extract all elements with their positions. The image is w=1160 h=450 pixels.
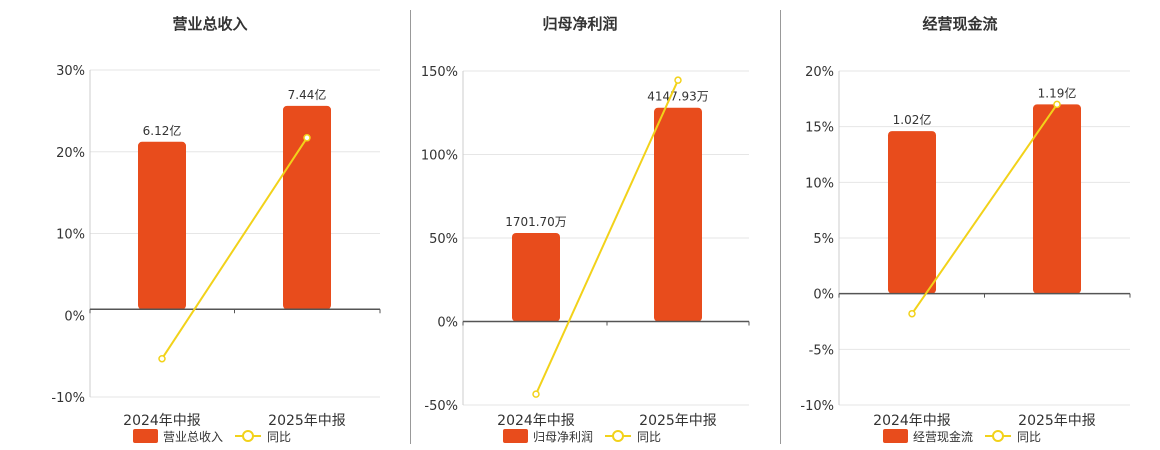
legend-line-marker bbox=[612, 430, 624, 442]
y-tick-label: 20% bbox=[56, 146, 85, 161]
x-category-label: 2024年中报 bbox=[497, 413, 575, 429]
x-category-label: 2025年中报 bbox=[639, 413, 717, 429]
y-tick-label: 0% bbox=[64, 309, 85, 324]
y-tick-label: 0% bbox=[813, 288, 834, 303]
bar bbox=[654, 107, 702, 322]
x-category-label: 2025年中报 bbox=[268, 413, 346, 429]
x-category-label: 2024年中报 bbox=[123, 413, 201, 429]
y-tick-label: -10% bbox=[51, 391, 85, 406]
legend-bar-label: 归母净利润 bbox=[533, 430, 593, 444]
legend-line-label: 同比 bbox=[637, 430, 661, 444]
y-tick-label: 15% bbox=[805, 121, 834, 136]
yoy-line bbox=[535, 79, 679, 395]
yoy-point bbox=[908, 309, 916, 318]
legend-bar-swatch bbox=[133, 429, 158, 443]
y-tick-label: -50% bbox=[424, 399, 458, 414]
yoy-point bbox=[158, 354, 166, 363]
panel-divider bbox=[780, 10, 781, 444]
chart-title: 归母净利润 bbox=[542, 15, 617, 33]
legend-line-marker bbox=[242, 430, 254, 442]
yoy-point bbox=[532, 390, 540, 398]
y-tick-label: 150% bbox=[421, 65, 458, 80]
bar-value-label: 6.12亿 bbox=[143, 123, 182, 138]
legend-line-label: 同比 bbox=[1017, 430, 1041, 444]
bar-value-label: 1.02亿 bbox=[893, 112, 932, 127]
net-profit-chart: 归母净利润 150% 100% 50% 0% -50% 1701.70万 4147.93万 20… bbox=[421, 15, 750, 444]
bar bbox=[1033, 104, 1081, 294]
y-tick-label: 30% bbox=[56, 64, 85, 79]
yoy-line bbox=[911, 103, 1058, 315]
bar bbox=[138, 141, 186, 310]
yoy-line bbox=[161, 137, 308, 360]
legend-line-label: 同比 bbox=[267, 430, 291, 444]
y-tick-label: 10% bbox=[56, 228, 85, 243]
y-tick-label: 100% bbox=[421, 149, 458, 164]
y-tick-label: 20% bbox=[805, 65, 834, 80]
yoy-point bbox=[303, 134, 311, 142]
revenue-chart: 营业总收入 30% 20% 10% 0% -10% 6.12亿 7.44亿 2024年中报 202… bbox=[51, 15, 381, 444]
cash-flow-chart: 经营现金流 20% 15% 10% 5% 0% -5% -10% 1.02亿 1.19亿 2024年… bbox=[800, 15, 1131, 444]
panel-divider bbox=[410, 10, 411, 444]
bar-value-label: 1.19亿 bbox=[1038, 85, 1077, 100]
y-tick-label: 50% bbox=[429, 232, 458, 247]
yoy-point bbox=[674, 76, 682, 84]
legend-bar-label: 营业总收入 bbox=[163, 430, 223, 444]
bar-value-label: 1701.70万 bbox=[505, 215, 567, 229]
legend-bar-swatch bbox=[883, 429, 908, 443]
yoy-point bbox=[1053, 100, 1061, 109]
bar bbox=[512, 232, 560, 322]
legend-line-marker bbox=[992, 430, 1004, 442]
legend-bar-label: 经营现金流 bbox=[913, 429, 973, 444]
x-category-label: 2025年中报 bbox=[1018, 413, 1096, 429]
bar-value-label: 7.44亿 bbox=[288, 87, 327, 102]
y-tick-label: 0% bbox=[437, 316, 458, 331]
bar-value-label: 4147.93万 bbox=[647, 90, 709, 104]
y-tick-label: 5% bbox=[813, 232, 834, 247]
bar bbox=[888, 131, 936, 294]
chart-title: 经营现金流 bbox=[922, 15, 997, 33]
x-category-label: 2024年中报 bbox=[873, 413, 951, 429]
y-tick-label: -10% bbox=[800, 399, 834, 414]
legend-bar-swatch bbox=[503, 429, 528, 443]
y-tick-label: -5% bbox=[809, 343, 834, 358]
y-tick-label: 10% bbox=[805, 176, 834, 191]
chart-title: 营业总收入 bbox=[172, 15, 247, 33]
